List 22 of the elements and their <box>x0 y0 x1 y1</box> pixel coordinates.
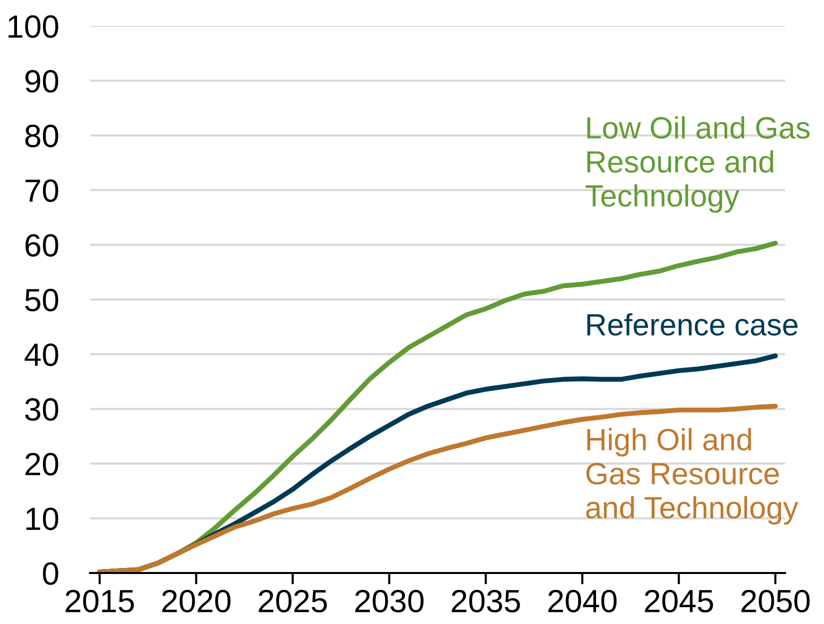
y-tick-label: 40 <box>24 343 58 366</box>
y-tick-label: 60 <box>26 234 58 257</box>
y-tick-label: 10 <box>26 508 58 530</box>
y-tick-label: 100 <box>8 15 58 38</box>
x-tick-label: 2020 <box>162 590 230 612</box>
y-tick-label: 30 <box>25 398 58 421</box>
series-label: Low Oil and Gas Resource and Technology <box>586 116 810 213</box>
x-tick-label: 2030 <box>355 590 424 612</box>
y-tick-label: 50 <box>25 288 58 312</box>
x-tick-label: 2035 <box>452 590 520 612</box>
x-tick-label: 2050 <box>741 590 810 612</box>
y-tick-label: 90 <box>25 70 58 93</box>
y-tick-label: 70 <box>26 179 58 202</box>
y-tick-label: 0 <box>42 562 58 585</box>
series-label: High Oil and Gas Resource and Technology <box>586 428 798 525</box>
x-tick-label: 2040 <box>548 590 617 612</box>
x-tick-label: 2015 <box>66 590 134 612</box>
y-tick-label: 20 <box>26 452 58 476</box>
x-tick-label: 2025 <box>258 590 327 612</box>
x-tick-label: 2045 <box>644 590 714 612</box>
series-label: Reference case <box>587 313 798 336</box>
y-tick-label: 80 <box>25 124 58 148</box>
